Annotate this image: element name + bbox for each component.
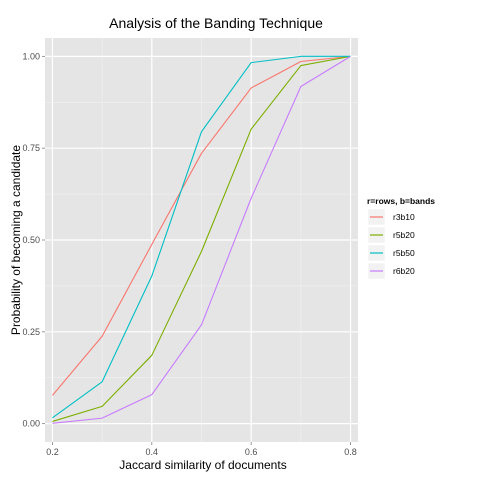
legend-items: r3b10 r5b20 r5b50 r6b20 <box>367 208 415 280</box>
series-line-r3b10 <box>52 55 351 396</box>
y-axis: 0.00 0.25 0.50 0.75 1.00 <box>22 51 45 429</box>
series-line-r6b20 <box>52 55 351 424</box>
legend-title: r=rows, b=bands <box>367 196 435 206</box>
x-tick-label: 0.2 <box>46 447 59 457</box>
x-tick-label: 0.8 <box>344 447 357 457</box>
series-line-r5b20 <box>52 55 351 422</box>
series-line-r5b50 <box>52 55 351 419</box>
x-axis: 0.2 0.4 0.6 0.8 <box>46 442 357 457</box>
x-tick-label: 0.4 <box>146 447 159 457</box>
y-tick-label: 0.25 <box>22 327 40 337</box>
legend-label-r5b20: r5b20 <box>393 230 415 240</box>
y-tick-label: 0.00 <box>22 419 40 429</box>
legend: r=rows, b=bands r3b10 r5b20 r5b50 r6b20 <box>367 196 435 280</box>
legend-label-r6b20: r6b20 <box>393 266 415 276</box>
legend-label-r3b10: r3b10 <box>393 212 415 222</box>
y-axis-title: Probability of becoming a candidate <box>9 145 23 335</box>
y-tick-label: 0.75 <box>22 143 40 153</box>
chart-title: Analysis of the Banding Technique <box>109 15 323 31</box>
series-lines <box>52 55 351 424</box>
y-tick-label: 1.00 <box>22 51 40 61</box>
x-tick-label: 0.6 <box>245 447 258 457</box>
x-axis-title: Jaccard similarity of documents <box>119 458 286 472</box>
major-gridlines <box>45 38 358 442</box>
y-tick-label: 0.50 <box>22 235 40 245</box>
legend-label-r5b50: r5b50 <box>393 248 415 258</box>
